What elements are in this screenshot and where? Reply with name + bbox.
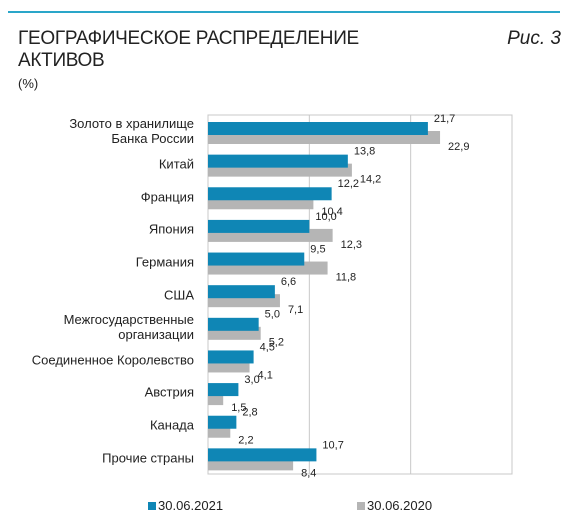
- value-label: 3,0: [244, 374, 259, 386]
- value-label: 2,8: [242, 407, 257, 419]
- legend-swatch: [357, 502, 365, 510]
- value-label: 6,6: [281, 276, 296, 288]
- bar: [208, 448, 317, 462]
- legend-label: 30.06.2020: [367, 498, 433, 513]
- category-label: Япония: [148, 221, 194, 237]
- top-rule: [8, 11, 560, 13]
- bar: [208, 154, 348, 168]
- value-label: 22,9: [448, 141, 469, 153]
- category-label: Китай: [158, 156, 194, 172]
- bar: [208, 350, 254, 364]
- value-label: 1,5: [231, 402, 246, 414]
- chart-title: ГЕОГРАФИЧЕСКОЕ РАСПРЕДЕЛЕНИЕ АКТИВОВ: [18, 28, 359, 71]
- category-label: Франция: [140, 189, 194, 205]
- bar: [208, 252, 305, 266]
- category-label: Соединенное Королевство: [31, 352, 194, 368]
- value-label: 13,8: [354, 146, 375, 158]
- bar: [208, 383, 239, 397]
- value-label: 21,7: [434, 113, 455, 125]
- chart-subtitle: (%): [18, 76, 39, 91]
- value-label: 10,7: [322, 439, 343, 451]
- value-label: 5,0: [265, 309, 280, 321]
- bar: [208, 317, 259, 331]
- legend-swatch: [148, 502, 156, 510]
- value-label: 4,1: [258, 369, 273, 381]
- value-label: 14,2: [360, 174, 381, 186]
- category-label: Канада: [149, 417, 194, 433]
- value-label: 4,5: [260, 341, 275, 353]
- category-label: Прочие страны: [102, 450, 194, 466]
- value-label: 2,2: [238, 435, 253, 447]
- value-label: 7,1: [288, 304, 303, 316]
- bar: [208, 285, 275, 299]
- category-label: Германия: [135, 254, 194, 270]
- value-label: 10,0: [315, 211, 336, 223]
- category-label: Межгосударственные организации: [63, 312, 194, 343]
- bar: [208, 219, 310, 233]
- value-label: 12,3: [341, 239, 362, 251]
- bar: [208, 415, 237, 429]
- value-label: 9,5: [310, 243, 325, 255]
- category-label: Золото в хранилище Банка России: [69, 116, 194, 147]
- bar: [208, 187, 332, 201]
- figure-label: Рис. 3: [507, 28, 561, 49]
- value-label: 5,2: [269, 337, 284, 349]
- value-label: 11,8: [336, 271, 357, 283]
- value-label: 10,4: [321, 206, 342, 218]
- category-label: США: [164, 287, 194, 302]
- legend-label: 30.06.2021: [158, 498, 224, 513]
- category-label: Австрия: [144, 384, 194, 400]
- value-label: 8,4: [301, 467, 316, 479]
- value-label: 12,2: [338, 178, 359, 190]
- bar: [208, 122, 428, 135]
